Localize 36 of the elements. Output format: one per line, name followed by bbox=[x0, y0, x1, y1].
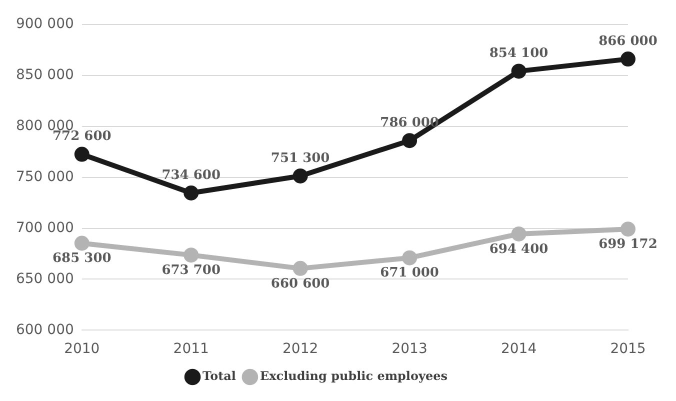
y-tick-label: 700 000 bbox=[16, 220, 74, 236]
legend-label: Excluding public employees bbox=[260, 369, 448, 384]
data-label: 685 300 bbox=[52, 251, 112, 266]
x-tick-label: 2013 bbox=[392, 341, 428, 358]
point bbox=[292, 168, 308, 184]
point bbox=[620, 222, 636, 237]
data-label: 734 600 bbox=[162, 168, 221, 183]
y-tick-label: 600 000 bbox=[16, 322, 74, 338]
point bbox=[292, 260, 308, 276]
data-label: 673 700 bbox=[162, 262, 221, 278]
data-label: 866 000 bbox=[598, 34, 658, 49]
point bbox=[74, 146, 90, 162]
y-tick-label: 650 000 bbox=[16, 270, 74, 287]
x-tick-label: 2014 bbox=[500, 341, 537, 358]
point bbox=[184, 248, 199, 263]
y-tick-label: 900 000 bbox=[16, 16, 74, 32]
point bbox=[511, 64, 526, 79]
point bbox=[511, 226, 526, 242]
data-label: 854 100 bbox=[489, 46, 548, 62]
data-label: 671 000 bbox=[380, 266, 439, 281]
y-tick-label: 750 000 bbox=[16, 168, 74, 185]
data-label: 660 600 bbox=[270, 276, 330, 292]
x-tick-label: 2010 bbox=[64, 341, 100, 358]
data-label: 694 400 bbox=[489, 242, 548, 257]
point bbox=[620, 52, 636, 67]
point bbox=[402, 250, 418, 266]
legend-label: Total bbox=[202, 369, 236, 384]
x-tick-label: 2015 bbox=[610, 341, 646, 358]
point bbox=[74, 236, 90, 251]
x-tick-label: 2011 bbox=[173, 341, 209, 358]
point bbox=[184, 186, 199, 200]
x-tick-label: 2012 bbox=[282, 341, 318, 358]
point bbox=[402, 133, 418, 148]
data-label: 751 300 bbox=[270, 150, 330, 166]
y-tick-label: 850 000 bbox=[16, 67, 74, 84]
data-label: 699 172 bbox=[598, 236, 658, 252]
